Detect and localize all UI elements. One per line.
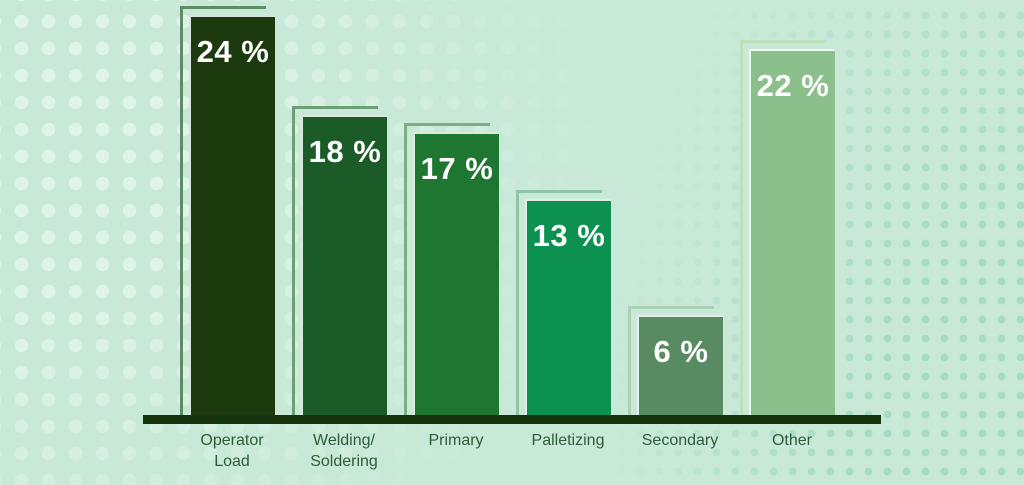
category-label-primary: Primary (381, 431, 531, 452)
category-label-operator-load: Operator Load (157, 431, 307, 473)
x-axis-line (143, 415, 881, 424)
bar-group-welding-soldering: 18 % (292, 106, 387, 415)
bar-group-palletizing: 13 % (516, 190, 611, 415)
category-label-line: Welding/ (313, 432, 375, 449)
category-label-line: Palletizing (531, 432, 605, 449)
bar-outline-secondary (628, 306, 714, 415)
bar-operator-load: 24 % (189, 15, 275, 415)
bar-group-secondary: 6 % (628, 306, 723, 415)
bar-value-label: 22 % (756, 68, 830, 103)
bar-secondary: 6 % (637, 315, 723, 415)
bar-value-label: 13 % (532, 218, 606, 253)
bar-value-label: 6 % (653, 334, 709, 369)
bar-group-operator-load: 24 % (180, 6, 275, 415)
bar-group-primary: 17 % (404, 123, 499, 415)
category-label-line: Secondary (641, 432, 719, 449)
category-label-palletizing: Palletizing (493, 431, 643, 452)
category-label-other: Other (717, 431, 867, 452)
category-label-line: Soldering (310, 452, 378, 470)
bar-value-label: 17 % (420, 151, 494, 186)
bar-outline-operator-load (180, 6, 266, 415)
bar-outline-other (740, 40, 826, 415)
bar-palletizing: 13 % (525, 199, 611, 415)
bar-group-other: 22 % (740, 40, 835, 415)
category-label-line: Load (214, 452, 250, 470)
category-label-line: Other (771, 432, 812, 449)
bar-welding-soldering: 18 % (301, 115, 387, 415)
bar-outline-welding-soldering (292, 106, 378, 415)
bar-primary: 17 % (413, 132, 499, 415)
category-label-line: Operator (200, 432, 264, 449)
bar-value-label: 24 % (196, 34, 270, 69)
category-label-line: Primary (428, 432, 484, 449)
bar-outline-palletizing (516, 190, 602, 415)
bar-other: 22 % (749, 49, 835, 415)
category-label-secondary: Secondary (605, 431, 755, 452)
category-label-welding-soldering: Welding/Soldering (269, 431, 419, 473)
bar-value-label: 18 % (308, 134, 382, 169)
bar-outline-primary (404, 123, 490, 415)
